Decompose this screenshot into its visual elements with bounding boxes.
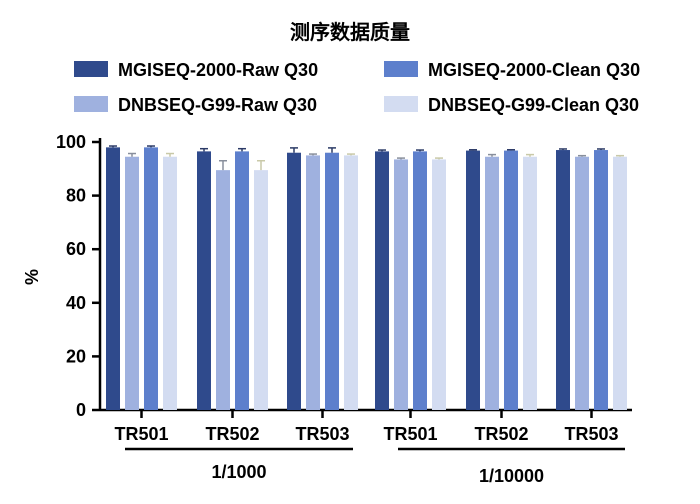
bar — [325, 152, 339, 410]
chart-title: 测序数据质量 — [290, 20, 410, 44]
bar — [235, 151, 249, 410]
bar — [375, 151, 389, 410]
bar — [254, 170, 268, 410]
bar — [413, 151, 427, 410]
x-tick-label: TR501 — [383, 424, 437, 444]
x-tick-label: TR502 — [474, 424, 528, 444]
y-tick-label: 100 — [56, 132, 86, 152]
bar — [504, 150, 518, 411]
legend: MGISEQ-2000-Raw Q30 MGISEQ-2000-Clean Q30… — [74, 60, 640, 115]
x-tick-label: TR501 — [114, 424, 168, 444]
bar — [485, 156, 499, 410]
axes: 0 20 40 60 80 100 — [56, 132, 632, 420]
legend-swatch — [384, 96, 418, 112]
group-label: 1/1000 — [211, 462, 266, 482]
y-axis-label: % — [22, 269, 42, 285]
bar — [394, 159, 408, 410]
y-tick-label: 0 — [76, 400, 86, 420]
x-tick-label: TR503 — [295, 424, 349, 444]
error-bars — [109, 145, 624, 171]
legend-label: MGISEQ-2000-Clean Q30 — [428, 60, 640, 80]
bars — [106, 147, 627, 411]
bar — [523, 156, 537, 410]
bar — [344, 155, 358, 410]
y-tick-label: 20 — [66, 346, 86, 366]
legend-swatch — [74, 96, 108, 112]
legend-swatch — [384, 61, 418, 77]
bar — [125, 156, 139, 410]
bar — [144, 147, 158, 411]
bar — [575, 156, 589, 410]
legend-label: MGISEQ-2000-Raw Q30 — [118, 60, 318, 80]
group-labels: 1/1000 1/10000 — [125, 447, 625, 486]
legend-label: DNBSEQ-G99-Raw Q30 — [118, 95, 317, 115]
bar — [216, 170, 230, 410]
y-tick-label: 60 — [66, 239, 86, 259]
bar — [197, 151, 211, 410]
bar — [287, 152, 301, 410]
bar — [432, 159, 446, 410]
bar — [466, 150, 480, 411]
y-tick-label: 80 — [66, 186, 86, 206]
x-tick-label: TR503 — [564, 424, 618, 444]
bar — [556, 150, 570, 411]
bar — [163, 156, 177, 410]
bar — [594, 150, 608, 411]
legend-swatch — [74, 61, 108, 77]
bar — [306, 155, 320, 410]
x-tick-label: TR502 — [205, 424, 259, 444]
y-tick-label: 40 — [66, 293, 86, 313]
x-axis-labels: TR501 TR502 TR503 TR501 TR502 TR503 — [114, 410, 619, 444]
bar — [613, 156, 627, 410]
group-label: 1/10000 — [479, 466, 544, 486]
bar — [106, 147, 120, 411]
legend-label: DNBSEQ-G99-Clean Q30 — [428, 95, 639, 115]
